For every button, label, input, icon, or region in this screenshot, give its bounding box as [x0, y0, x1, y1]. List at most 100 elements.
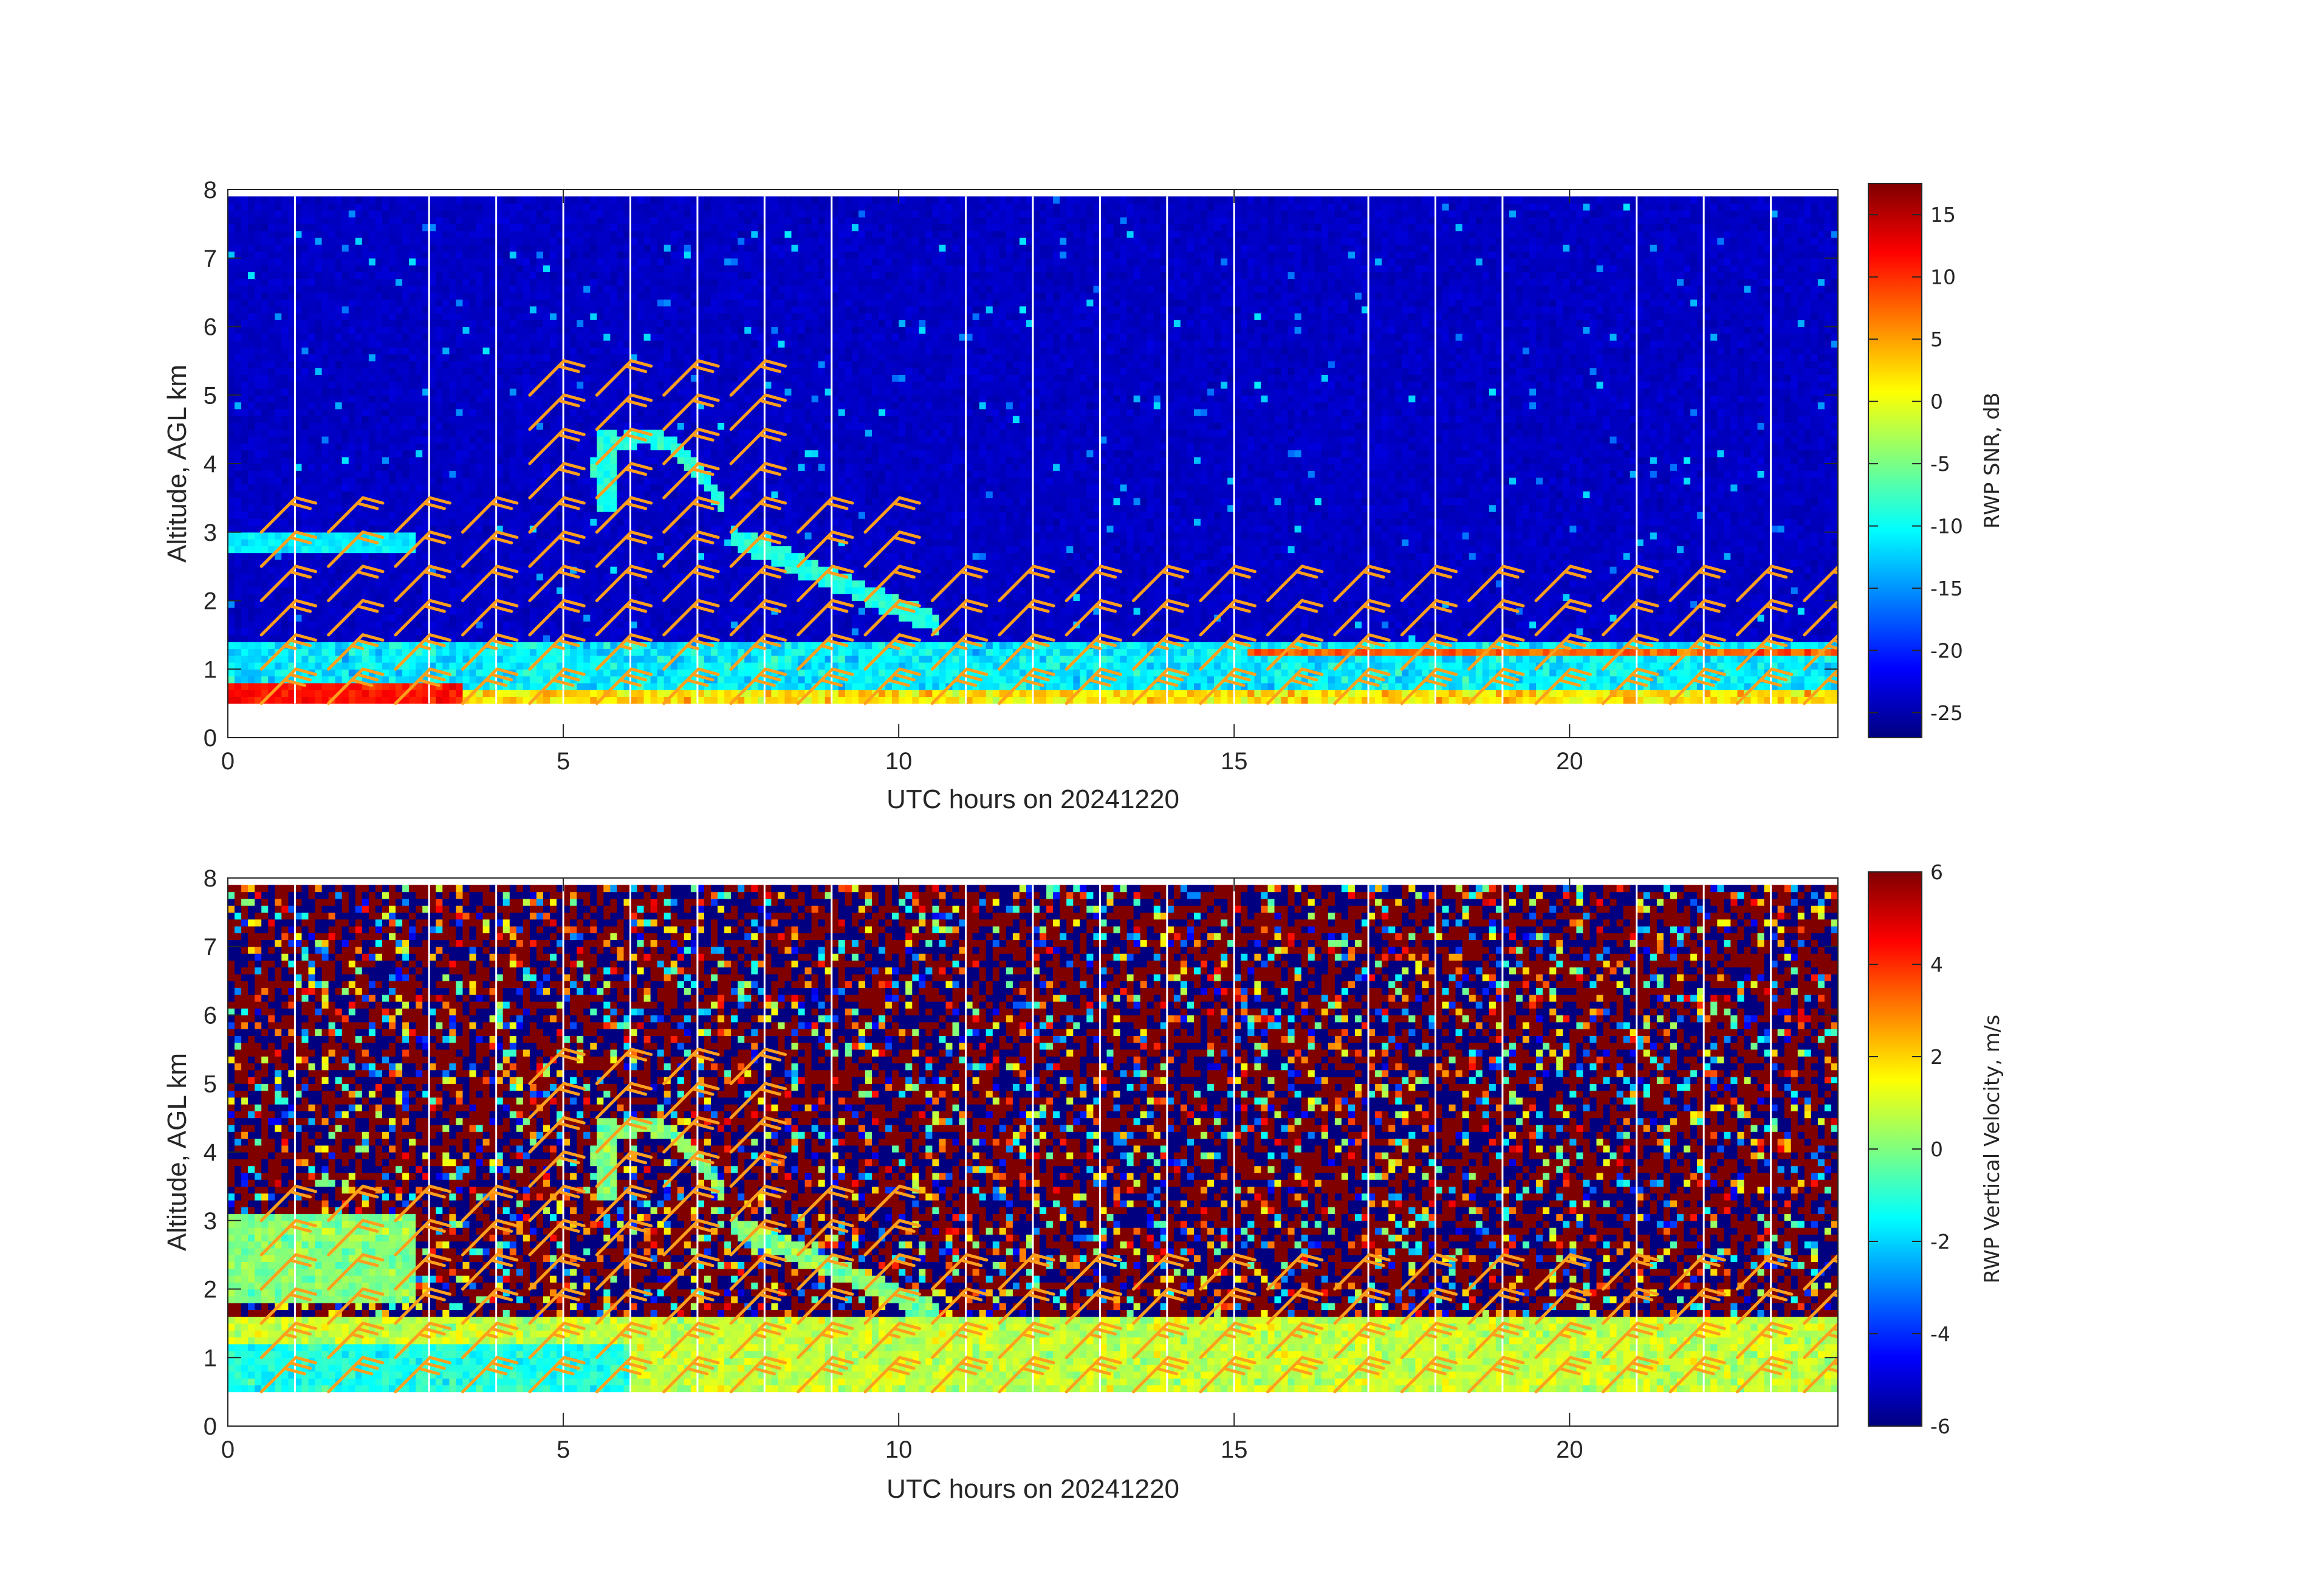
- heatmap-cell: [1757, 587, 1765, 594]
- heatmap-cell: [1656, 682, 1664, 690]
- heatmap-cell: [570, 648, 577, 656]
- heatmap-cell: [348, 621, 356, 629]
- heatmap-cell: [241, 566, 249, 574]
- heatmap-cell: [523, 696, 530, 704]
- heatmap-cell: [489, 607, 497, 615]
- heatmap-cell: [1583, 607, 1590, 615]
- heatmap-cell: [1770, 682, 1778, 690]
- heatmap-cell: [1267, 648, 1275, 656]
- heatmap-cell: [718, 696, 725, 704]
- heatmap-cell: [1060, 642, 1067, 650]
- heatmap-cell: [932, 559, 939, 567]
- heatmap-cell: [255, 648, 262, 656]
- heatmap-cell: [758, 628, 765, 636]
- heatmap-cell: [1704, 614, 1711, 622]
- heatmap-cell: [1355, 628, 1362, 636]
- heatmap-cell: [1697, 690, 1704, 697]
- heatmap-cell: [1126, 559, 1134, 567]
- heatmap-cell: [838, 662, 846, 670]
- heatmap-cell: [1569, 607, 1577, 615]
- heatmap-cell: [416, 696, 423, 704]
- heatmap-cell: [1341, 676, 1349, 684]
- heatmap-cell: [630, 669, 638, 677]
- heatmap-cell: [718, 607, 725, 615]
- heatmap-cell: [328, 580, 336, 588]
- heatmap-cell: [1523, 573, 1530, 581]
- heatmap-cell: [1140, 676, 1148, 684]
- heatmap-cell: [1221, 690, 1228, 697]
- heatmap-cell: [1791, 587, 1798, 594]
- heatmap-cell: [985, 669, 993, 677]
- heatmap-cell: [235, 655, 242, 663]
- heatmap-cell: [348, 655, 356, 663]
- heatmap-cell: [657, 655, 665, 663]
- heatmap-cell: [1133, 559, 1141, 567]
- heatmap-cell: [744, 662, 752, 670]
- heatmap-cell: [241, 634, 249, 642]
- heatmap-cell: [1516, 690, 1523, 697]
- heatmap-cell: [1073, 559, 1080, 567]
- heatmap-cell: [1643, 690, 1651, 697]
- heatmap-cell: [1797, 696, 1805, 704]
- heatmap-cell: [416, 648, 423, 656]
- heatmap-cell: [919, 587, 926, 594]
- heatmap-cell: [1126, 580, 1134, 588]
- heatmap-cell: [1080, 655, 1087, 663]
- heatmap-cell: [1301, 587, 1309, 594]
- heatmap-cell: [409, 669, 416, 677]
- heatmap-cell: [617, 587, 624, 594]
- heatmap-cell: [382, 628, 389, 636]
- heatmap-cell: [509, 614, 517, 622]
- heatmap-cell: [1670, 690, 1678, 697]
- heatmap-cell: [1301, 696, 1309, 704]
- heatmap-cell: [516, 628, 524, 636]
- heatmap-cell: [1489, 696, 1496, 704]
- heatmap-cell: [1616, 690, 1624, 697]
- heatmap-cell: [255, 621, 262, 629]
- heatmap-cell: [724, 621, 732, 629]
- heatmap-cell: [845, 559, 852, 567]
- heatmap-cell: [1187, 682, 1195, 690]
- heatmap-cell: [1603, 682, 1611, 690]
- heatmap-cell: [1784, 614, 1792, 622]
- heatmap-cell: [1616, 594, 1624, 602]
- heatmap-cell: [248, 580, 255, 588]
- heatmap-cell: [885, 648, 893, 656]
- heatmap-cell: [1348, 600, 1356, 608]
- heatmap-cell: [1140, 566, 1148, 574]
- heatmap-cell: [1073, 614, 1080, 622]
- heatmap-cell: [1643, 621, 1651, 629]
- heatmap-cell: [1824, 621, 1832, 629]
- heatmap-cell: [1033, 669, 1040, 677]
- heatmap-cell: [315, 621, 323, 629]
- heatmap-cell: [905, 662, 913, 670]
- heatmap-cell: [623, 648, 631, 656]
- heatmap-cell: [1724, 594, 1731, 602]
- heatmap-cell: [1455, 594, 1463, 602]
- heatmap-cell: [469, 566, 477, 574]
- heatmap-cell: [697, 607, 705, 615]
- heatmap-cell: [1348, 594, 1356, 602]
- heatmap-cell: [711, 587, 718, 594]
- heatmap-cell: [892, 614, 899, 622]
- heatmap-cell: [469, 634, 477, 642]
- heatmap-cell: [617, 628, 624, 636]
- heatmap-cell: [1395, 566, 1402, 574]
- heatmap-cell: [704, 662, 711, 670]
- heatmap-cell: [1308, 690, 1315, 697]
- heatmap-cell: [845, 648, 852, 656]
- heatmap-cell: [959, 614, 967, 622]
- heatmap-cell: [771, 594, 778, 602]
- heatmap-cell: [482, 594, 490, 602]
- heatmap-cell: [1033, 634, 1040, 642]
- heatmap-cell: [228, 600, 235, 608]
- heatmap-cell: [1630, 642, 1637, 650]
- heatmap-cell: [261, 682, 269, 690]
- heatmap-cell: [1375, 621, 1382, 629]
- heatmap-cell: [362, 642, 369, 650]
- heatmap-cell: [1261, 566, 1268, 574]
- heatmap-cell: [1817, 621, 1825, 629]
- heatmap-cell: [758, 621, 765, 629]
- heatmap-cell: [1549, 600, 1557, 608]
- heatmap-cell: [1388, 559, 1396, 567]
